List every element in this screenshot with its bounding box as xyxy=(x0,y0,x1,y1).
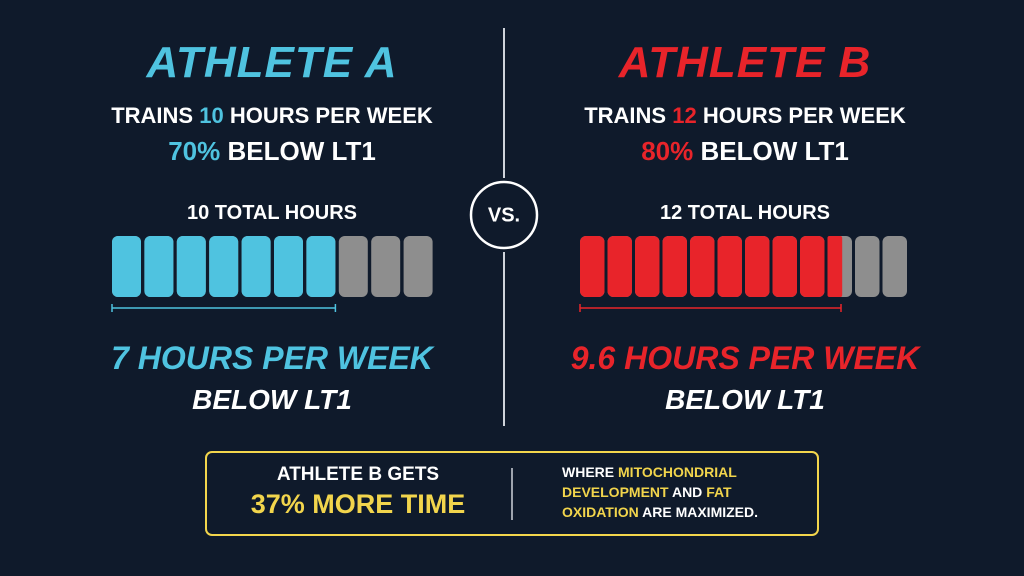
text: BELOW LT1 xyxy=(227,136,376,166)
callout-detail: WHERE MITOCHONDRIAL DEVELOPMENT AND FAT OX… xyxy=(562,462,758,522)
text: HOURS PER WEEK xyxy=(624,340,920,376)
below-lt1-block xyxy=(241,236,271,297)
athlete-panel: ATHLETE B TRAINS 12 HOURS PER WEEK 80% BEL… xyxy=(525,0,965,440)
below-lt1-block xyxy=(717,236,742,297)
below-lt1-block xyxy=(662,236,687,297)
below-lt1-block xyxy=(827,236,843,297)
detail-line: WHERE MITOCHONDRIAL xyxy=(562,462,758,482)
hours-number: 9.6 xyxy=(570,340,616,376)
below-lt1-block xyxy=(745,236,770,297)
hour-block xyxy=(855,236,880,297)
result-sub: BELOW LT1 xyxy=(192,384,352,415)
below-lt1-block xyxy=(112,236,141,297)
text: HOURS PER WEEK xyxy=(702,103,906,128)
hours-number: 10 xyxy=(186,202,210,224)
below-lt1-block xyxy=(306,236,336,297)
below-lt1-block xyxy=(274,236,303,297)
hour-block xyxy=(338,236,368,297)
hours-number: 10 xyxy=(199,103,224,128)
below-lt1-block xyxy=(800,236,825,297)
text: TRAINS xyxy=(584,103,667,128)
detail-text: MITOCHONDRIAL xyxy=(618,464,737,480)
callout-box xyxy=(205,451,819,536)
athlete-title: ATHLETE A xyxy=(146,38,398,87)
hours-number: 12 xyxy=(659,202,683,224)
hours-number: 12 xyxy=(672,103,697,128)
athlete-title: ATHLETE B xyxy=(618,38,872,87)
below-lt1-block xyxy=(607,236,632,297)
hour-block xyxy=(882,236,907,297)
text: BELOW LT1 xyxy=(700,136,849,166)
callout-highlight: 37% MORE TIME xyxy=(250,489,466,519)
result-sub: BELOW LT1 xyxy=(665,384,825,415)
trains-line: TRAINS 12 HOURS PER WEEK xyxy=(525,103,965,129)
callout-lead: ATHLETE B GETS xyxy=(276,464,440,485)
below-lt1-block xyxy=(772,236,797,297)
result-line: 7 HOURS PER WEEK xyxy=(52,340,492,377)
text: TOTAL HOURS xyxy=(214,202,358,224)
percent: 70% xyxy=(168,136,221,166)
trains-line: TRAINS 10 HOURS PER WEEK xyxy=(52,103,492,129)
below-lt1-block xyxy=(209,236,239,297)
hours-number: 7 xyxy=(111,340,129,376)
result-line: 9.6 HOURS PER WEEK xyxy=(525,340,965,377)
detail-text: DEVELOPMENT xyxy=(562,484,669,500)
hour-block xyxy=(371,236,401,297)
vs-circle xyxy=(469,180,539,250)
percent-line: 70% BELOW LT1 xyxy=(52,136,492,167)
detail-text: OXIDATION xyxy=(562,504,639,520)
detail-text: WHERE xyxy=(562,464,615,480)
detail-text: AND xyxy=(671,484,703,500)
below-lt1-block xyxy=(635,236,660,297)
detail-text: ARE MAXIMIZED. xyxy=(642,504,759,520)
athlete-panel: ATHLETE A TRAINS 10 HOURS PER WEEK 70% BEL… xyxy=(52,0,492,440)
vs-label: VS. xyxy=(488,204,520,226)
below-lt1-block xyxy=(580,236,605,297)
total-line: 10 TOTAL HOURS xyxy=(52,202,492,225)
total-line: 12 TOTAL HOURS xyxy=(525,202,965,225)
percent: 80% xyxy=(641,136,694,166)
text: HOURS PER WEEK xyxy=(229,103,433,128)
percent-line: 80% BELOW LT1 xyxy=(525,136,965,167)
text: TRAINS xyxy=(111,103,194,128)
text: HOURS PER WEEK xyxy=(137,340,433,376)
text: TOTAL HOURS xyxy=(687,202,831,224)
below-lt1-block xyxy=(690,236,715,297)
detail-text: FAT xyxy=(706,484,732,500)
detail-line: DEVELOPMENT AND FAT xyxy=(562,482,758,502)
hour-block xyxy=(403,236,433,297)
below-lt1-block xyxy=(176,236,206,297)
detail-line: OXIDATION ARE MAXIMIZED. xyxy=(562,502,758,522)
below-lt1-block xyxy=(144,236,174,297)
